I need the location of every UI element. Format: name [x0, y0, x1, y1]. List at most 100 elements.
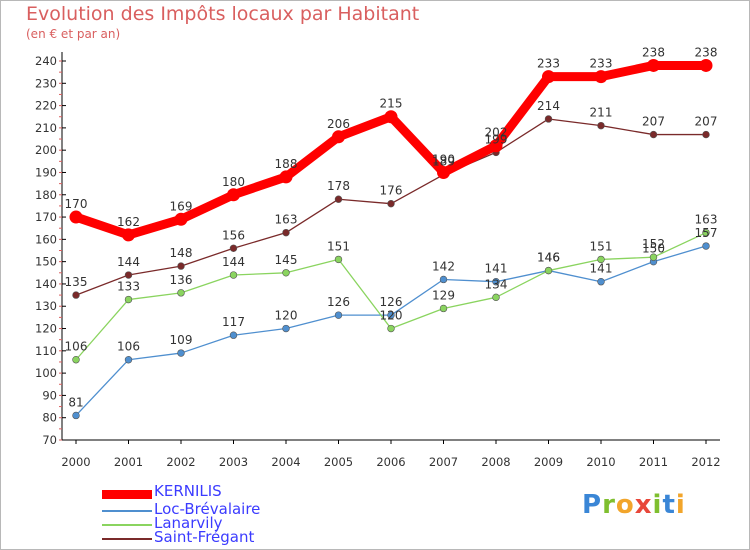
data-label-kernilis: 215: [380, 97, 403, 111]
y-tick-label: 210: [35, 121, 57, 135]
data-point-lanarvily: [229, 271, 238, 279]
legend-label-lanarvily: Lanarvily: [154, 514, 223, 532]
data-point-saint-fregant: [649, 130, 658, 139]
data-point-lanarvily: [72, 356, 80, 364]
data-label-lanarvily: 136: [170, 273, 193, 287]
data-label-lanarvily: 145: [275, 253, 298, 267]
data-label-saint-fregant: 189: [432, 155, 455, 169]
data-point-kernilis: [437, 165, 450, 179]
data-point-saint-fregant: [387, 199, 395, 208]
data-label-lanarvily: 151: [590, 239, 613, 253]
chart-subtitle: (en € et par an): [26, 27, 121, 41]
data-label-kernilis: 238: [695, 45, 718, 59]
x-tick-label: 2000: [61, 455, 90, 469]
data-label-lanarvily: 134: [485, 277, 508, 291]
data-label-kernilis: 169: [170, 199, 193, 213]
data-point-loc-brevalaire: [702, 242, 710, 250]
data-point-saint-fregant: [597, 121, 605, 130]
data-label-loc-brevalaire: 141: [485, 262, 508, 276]
y-tick-label: 190: [35, 165, 57, 179]
x-tick-label: 2008: [481, 455, 510, 469]
x-tick-label: 2003: [219, 455, 248, 469]
data-label-kernilis: 238: [642, 45, 665, 59]
data-point-lanarvily: [387, 324, 395, 333]
x-tick-label: 2002: [166, 455, 195, 469]
data-point-loc-brevalaire: [282, 324, 290, 333]
data-label-loc-brevalaire: 120: [275, 309, 298, 323]
y-tick-label: 200: [35, 143, 57, 157]
y-tick-label: 170: [35, 210, 57, 224]
x-tick-label: 2004: [271, 455, 300, 469]
data-label-kernilis: 206: [327, 117, 350, 131]
chart-title: Evolution des Impôts locaux par Habitant: [26, 3, 420, 25]
data-point-saint-fregant: [72, 291, 80, 299]
data-point-loc-brevalaire: [124, 356, 133, 364]
data-point-saint-fregant: [229, 244, 238, 252]
data-point-saint-fregant: [282, 228, 290, 237]
data-label-saint-fregant: 214: [537, 99, 560, 113]
data-label-loc-brevalaire: 141: [590, 262, 613, 276]
data-point-loc-brevalaire: [597, 278, 605, 286]
data-label-saint-fregant: 135: [65, 275, 88, 289]
data-label-kernilis: 162: [117, 215, 140, 229]
y-tick-label: 180: [35, 188, 57, 202]
series-layer: [69, 58, 713, 420]
x-axis-ticks: 2000 2001 2002 2003 2004 2005 2006 2007 2008 2009…: [61, 440, 721, 469]
data-point-lanarvily: [282, 269, 290, 277]
data-label-loc-brevalaire: 157: [695, 226, 718, 240]
data-label-saint-fregant: 144: [117, 255, 140, 269]
data-label-lanarvily: 129: [432, 288, 455, 302]
data-label-saint-fregant: 199: [485, 132, 508, 146]
data-point-loc-brevalaire: [492, 278, 500, 286]
data-label-loc-brevalaire: 106: [117, 340, 140, 354]
data-point-saint-fregant: [702, 130, 710, 139]
y-tick-label: 150: [35, 255, 57, 269]
data-point-kernilis: [594, 70, 608, 84]
data-point-loc-brevalaire: [229, 331, 238, 339]
data-label-saint-fregant: 207: [642, 115, 665, 129]
data-point-loc-brevalaire: [439, 275, 448, 284]
data-label-kernilis: 233: [590, 57, 613, 71]
data-label-kernilis: 188: [275, 157, 298, 171]
y-axis-ticks: 70 80 90 100 110 120 130 140 150 160 170 180 190 200 2…: [35, 54, 66, 447]
data-point-lanarvily: [702, 228, 710, 237]
legend-swatch-lanarvily: [102, 524, 152, 526]
x-tick-label: 2005: [324, 455, 353, 469]
y-tick-label: 240: [35, 54, 57, 68]
y-tick-label: 80: [42, 411, 57, 425]
x-tick-label: 2007: [429, 455, 458, 469]
data-label-saint-fregant: 148: [170, 246, 193, 260]
data-point-lanarvily: [544, 266, 553, 275]
legend-label-kernilis: KERNILIS: [154, 482, 222, 500]
legend-label-loc-brevalaire: Loc-Brévalaire: [154, 500, 261, 518]
data-point-saint-fregant: [544, 115, 553, 123]
data-label-loc-brevalaire: 142: [432, 259, 455, 273]
legend-swatch-loc-brevalaire: [102, 510, 152, 512]
data-point-loc-brevalaire: [387, 311, 395, 319]
x-tick-label: 2011: [639, 455, 668, 469]
data-point-lanarvily: [334, 255, 343, 264]
data-label-loc-brevalaire: 146: [537, 251, 560, 265]
data-label-lanarvily: 151: [327, 239, 350, 253]
data-label-saint-fregant: 178: [327, 179, 350, 193]
data-label-kernilis: 190: [432, 152, 455, 166]
y-tick-label: 120: [35, 322, 57, 336]
data-point-lanarvily: [439, 304, 448, 313]
data-label-loc-brevalaire: 150: [642, 242, 665, 256]
data-point-saint-fregant: [177, 262, 185, 270]
y-tick-label: 140: [35, 277, 57, 291]
data-point-lanarvily: [492, 293, 500, 302]
data-point-kernilis: [332, 130, 345, 144]
data-label-loc-brevalaire: 126: [380, 295, 403, 309]
y-tick-label: 130: [35, 299, 57, 313]
x-tick-label: 2006: [376, 455, 405, 469]
data-label-kernilis: 170: [65, 197, 88, 211]
data-point-loc-brevalaire: [177, 349, 185, 357]
data-label-lanarvily: 144: [222, 255, 245, 269]
data-label-lanarvily: 163: [695, 213, 718, 227]
data-point-lanarvily: [649, 253, 658, 261]
legend-label-saint-fregant: Saint-Frégant: [154, 528, 255, 546]
data-label-saint-fregant: 207: [695, 115, 718, 129]
data-label-saint-fregant: 176: [380, 184, 403, 198]
